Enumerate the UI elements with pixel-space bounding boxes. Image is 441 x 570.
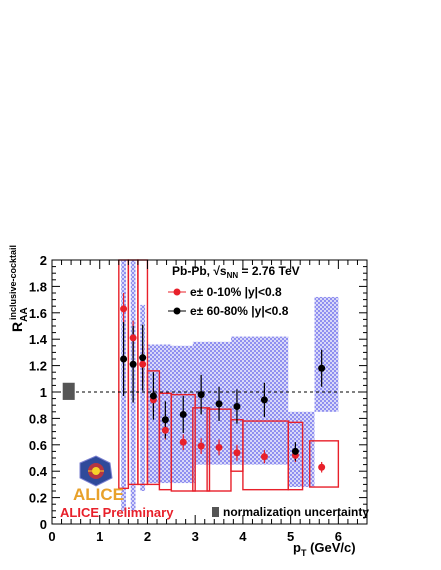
y-axis-title: RAA inclusive-cocktail [8, 245, 30, 332]
legend-marker-peripheral [173, 307, 181, 315]
y-tick-label: 0 [40, 517, 47, 532]
x-axis-title-sub: T [301, 548, 307, 558]
data-point-central-9 [260, 453, 268, 461]
systematic-box-central-5 [170, 393, 196, 492]
y-tick-label: 1.2 [29, 359, 47, 374]
normalization-legend-label: normalization uncertainty [223, 505, 369, 519]
data-point-peripheral-0 [120, 355, 128, 363]
y-tick-label: 0.8 [29, 411, 47, 426]
y-tick-label: 1.6 [29, 306, 47, 321]
x-tick-label: 4 [239, 529, 247, 544]
data-point-peripheral-6 [197, 391, 205, 399]
data-point-central-6 [197, 442, 205, 450]
data-point-central-0 [120, 305, 128, 313]
legend-header-sub: NN [227, 271, 239, 280]
legend: Pb-Pb, √sNN = 2.76 TeV e± 0-10% |y|<0.8 … [168, 264, 300, 318]
normalization-box-layer [62, 382, 75, 400]
x-axis-title-main: p [293, 540, 301, 555]
data-point-central-2 [139, 360, 147, 368]
y-axis-title-main: R [9, 322, 25, 332]
data-point-peripheral-5 [179, 410, 187, 418]
marker-layer [120, 305, 326, 471]
x-axis-title-unit: (GeV/c) [306, 540, 355, 555]
x-tick-label: 3 [192, 529, 199, 544]
data-point-peripheral-4 [161, 416, 169, 424]
systematic-band-peripheral-11 [314, 296, 339, 412]
data-point-peripheral-11 [318, 364, 326, 372]
data-point-peripheral-9 [260, 396, 268, 404]
data-point-peripheral-1 [129, 360, 137, 368]
legend-marker-central [173, 288, 181, 296]
x-tick-label: 1 [96, 529, 103, 544]
data-point-peripheral-3 [149, 392, 157, 400]
y-tick-label: 1.8 [29, 279, 47, 294]
svg-text:RAA: RAA [9, 307, 30, 332]
legend-label-central: e± 0-10% |y|<0.8 [190, 285, 282, 299]
axis-layer: 0 0.2 0.4 0.6 0.8 1 1.2 1.4 1.6 1.8 2 0 1 2 3 4 5 6 [29, 253, 368, 544]
svg-text:Pb-Pb, √sNN = 2.76 TeV: Pb-Pb, √sNN = 2.76 TeV [172, 264, 300, 280]
x-tick-label: 5 [287, 529, 294, 544]
x-axis-title: pT (GeV/c) [293, 540, 356, 558]
y-tick-label: 0.6 [29, 438, 47, 453]
x-tick-label: 2 [144, 529, 151, 544]
y-axis-title-superscript: inclusive-cocktail [8, 245, 18, 320]
legend-label-peripheral: e± 60-80% |y|<0.8 [190, 304, 289, 318]
y-tick-label: 2 [40, 253, 47, 268]
y-axis-title-sub: AA [19, 307, 30, 321]
data-point-peripheral-7 [215, 400, 223, 408]
systematic-box-central-10 [287, 421, 304, 491]
data-point-central-1 [129, 334, 137, 342]
y-tick-label: 0.4 [29, 464, 48, 479]
legend-header-tail: = 2.76 TeV [238, 264, 299, 278]
data-point-central-11 [318, 463, 326, 471]
data-point-central-8 [233, 449, 241, 457]
normalization-legend-box [212, 507, 219, 517]
data-point-peripheral-10 [291, 447, 299, 455]
systematic-box-central-11 [309, 440, 340, 488]
y-tick-label: 1 [40, 385, 47, 400]
alice-logo-text: ALICE [73, 485, 124, 504]
data-point-central-5 [179, 438, 187, 446]
data-point-central-4 [161, 426, 169, 434]
preliminary-label: ALICE Preliminary [60, 505, 174, 520]
x-tick-label: 0 [48, 529, 55, 544]
systematic-band-peripheral-2 [140, 304, 146, 491]
data-point-peripheral-8 [233, 403, 241, 411]
legend-header: Pb-Pb, √s [172, 264, 227, 278]
data-point-central-7 [215, 443, 223, 451]
alice-logo: ALICE [73, 455, 124, 504]
normalization-uncertainty-box [62, 382, 75, 400]
data-point-peripheral-2 [139, 354, 147, 362]
x-tick-label: 6 [335, 529, 342, 544]
y-tick-label: 0.2 [29, 491, 47, 506]
y-tick-label: 1.4 [29, 332, 48, 347]
